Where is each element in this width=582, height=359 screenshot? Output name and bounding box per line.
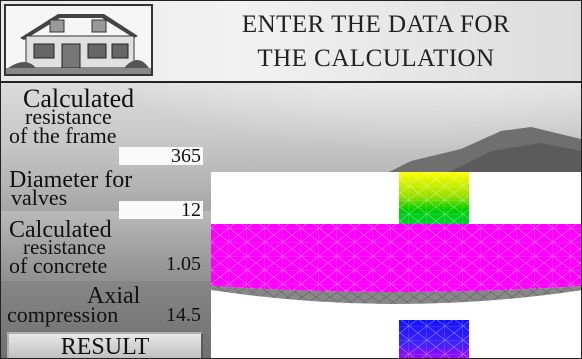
result-button[interactable]: RESULT [7,332,203,358]
header-panel: ENTER THE DATA FOR THE CALCULATION [1,1,581,83]
axial-compression-input[interactable] [151,306,203,324]
concrete-resistance-label-line3: of concrete [9,253,108,278]
frame-resistance-label-line3: of the frame [9,123,117,148]
frame-resistance-input[interactable] [119,147,203,165]
background-mountain [371,127,581,181]
fem-mesh-svg [211,172,581,358]
concrete-resistance-label-line2: resistance [23,235,106,259]
axial-compression-label-line1: Axial [87,283,141,309]
fem-visualization [211,172,581,358]
valve-diameter-input[interactable] [119,201,203,219]
valve-diameter-label-line1: Diameter for [9,167,133,193]
house-drawing [6,6,151,74]
frame-resistance-label-line2: resistance [25,104,112,129]
page-title-line2: THE CALCULATION [257,45,495,72]
page-title-line1: ENTER THE DATA FOR [241,11,511,38]
frame-resistance-label-line1: Calculated [23,84,135,113]
valve-diameter-label-line2: valves [11,185,68,210]
house-icon [4,4,153,76]
concrete-resistance-input[interactable] [143,255,203,273]
concrete-resistance-label-line1: Calculated [9,217,112,243]
axial-compression-label-line2: compression [7,302,119,327]
